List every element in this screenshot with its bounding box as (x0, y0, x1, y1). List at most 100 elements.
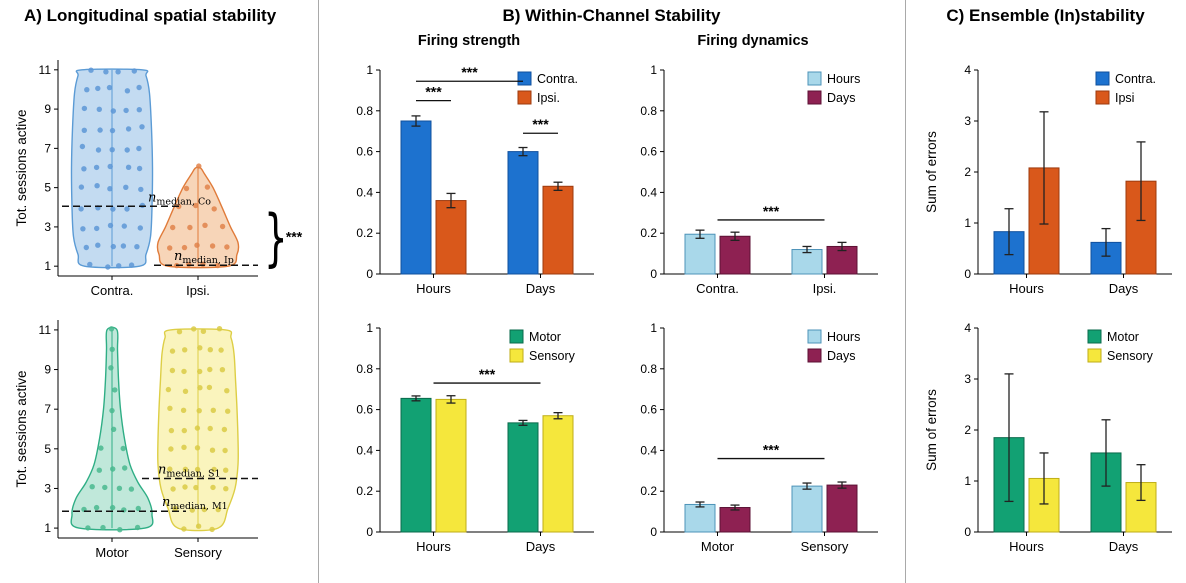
violin-chart-motor-sensory: 1 3 5 7 9 11 Tot. sessions active Motor Sensory n… (14, 320, 258, 560)
data-dot (95, 85, 101, 92)
bar-Motor-Days (507, 422, 539, 533)
x-category-label: Motor (701, 539, 735, 554)
y-tick-label: 0.8 (640, 362, 657, 376)
bar-Days-Motor (719, 507, 751, 533)
data-dot (216, 326, 223, 332)
data-dot (202, 222, 208, 228)
legend-swatch-Hours (807, 71, 822, 86)
data-dot (88, 67, 94, 73)
data-dot (193, 202, 199, 209)
data-dot (168, 446, 174, 452)
data-dot (182, 388, 189, 394)
data-dot (110, 426, 117, 432)
y-tick-label: 2 (964, 423, 971, 437)
legend-label: Motor (1107, 330, 1139, 344)
data-dot (122, 465, 128, 471)
bar-Contra.-Days (507, 151, 539, 275)
data-dot (108, 326, 115, 332)
legend-swatch-Contra. (517, 71, 532, 86)
data-dot (215, 506, 221, 513)
significance-label: *** (286, 229, 303, 245)
data-dot (124, 206, 130, 212)
legend-label: Contra. (537, 72, 578, 86)
y-tick-label: 0.8 (356, 104, 373, 118)
data-dot (109, 346, 115, 352)
data-dot (85, 525, 91, 531)
x-category-label: Motor (95, 545, 129, 560)
data-dot (100, 524, 106, 531)
data-dot (196, 408, 202, 414)
data-dot (125, 126, 132, 132)
data-dot (94, 183, 100, 189)
data-dot (131, 68, 137, 74)
data-dot (191, 326, 197, 332)
panel-a-title: A) Longitudinal spatial stability (24, 6, 277, 25)
legend-label: Sensory (1107, 349, 1154, 363)
y-tick-label: 0.2 (356, 484, 373, 498)
data-dot (103, 69, 109, 75)
data-dot (135, 505, 141, 512)
violin-dots-Contra. (78, 67, 146, 270)
y-tick-label: 4 (964, 63, 971, 77)
data-dot (94, 225, 100, 232)
legend-swatch-Sensory (1087, 348, 1102, 363)
data-dot (194, 466, 201, 473)
data-dot (170, 224, 176, 231)
y-tick-label: 3 (964, 372, 971, 386)
data-dot (124, 147, 130, 153)
violin-dots-Sensory (165, 326, 231, 533)
bar-chart-firing-dynamics-bottom: 0 0.2 0.4 0.6 0.8 1 Motor Sensory Hours Days *** (640, 321, 878, 554)
y-tick-label: 0.6 (640, 145, 657, 159)
legend-label: Contra. (1115, 72, 1156, 86)
x-category-label: Days (1109, 281, 1139, 296)
data-dot (165, 386, 172, 393)
y-tick-label: 3 (44, 481, 51, 495)
data-dot (96, 106, 103, 112)
violin-dots-Motor (81, 326, 141, 533)
y-tick-label: 0 (366, 267, 373, 281)
bar-chart-ensemble-top: 0 1 2 3 4 Sum of errors Hours Days Contra. Ipsi (924, 63, 1172, 296)
x-category-label: Sensory (174, 545, 222, 560)
data-dot (102, 484, 108, 491)
data-dot (194, 445, 201, 451)
data-dot (136, 145, 142, 152)
x-category-label: Ipsi. (186, 283, 210, 298)
subtitle-firing-dynamics: Firing dynamics (697, 33, 809, 49)
y-tick-label: 0.4 (640, 443, 657, 457)
y-tick-label: 0 (964, 525, 971, 539)
legend-label: Hours (827, 72, 860, 86)
curly-brace: } (264, 202, 288, 275)
data-dot (139, 202, 146, 209)
data-dot (223, 467, 229, 473)
legend-swatch-Motor (509, 329, 524, 344)
data-dot (125, 164, 132, 170)
median-label: nmedian, M1 (162, 495, 228, 512)
data-dot (181, 444, 187, 450)
data-dot (218, 347, 224, 353)
y-tick-label: 11 (39, 63, 52, 77)
data-dot (107, 222, 114, 229)
data-dot (207, 425, 213, 432)
data-dot (221, 426, 228, 433)
data-dot (194, 242, 200, 248)
x-category-label: Ipsi. (813, 281, 837, 296)
data-dot (105, 264, 111, 270)
bar-Hours-Ipsi. (791, 249, 823, 275)
legend-swatch-Hours (807, 329, 822, 344)
data-dot (182, 347, 188, 353)
significance-label: *** (479, 366, 496, 382)
y-tick-label: 3 (964, 114, 971, 128)
x-category-label: Hours (416, 539, 451, 554)
legend-swatch-Ipsi (1095, 90, 1110, 105)
data-dot (83, 244, 90, 251)
data-dot (87, 261, 93, 268)
data-dot (222, 447, 228, 454)
data-dot (225, 408, 231, 414)
data-dot (214, 262, 221, 269)
data-dot (89, 484, 95, 490)
x-category-label: Days (526, 539, 556, 554)
data-dot (79, 143, 86, 150)
bar-Hours-Motor (684, 503, 716, 533)
data-dot (170, 486, 176, 492)
bar-Ipsi.-Days (542, 185, 574, 275)
